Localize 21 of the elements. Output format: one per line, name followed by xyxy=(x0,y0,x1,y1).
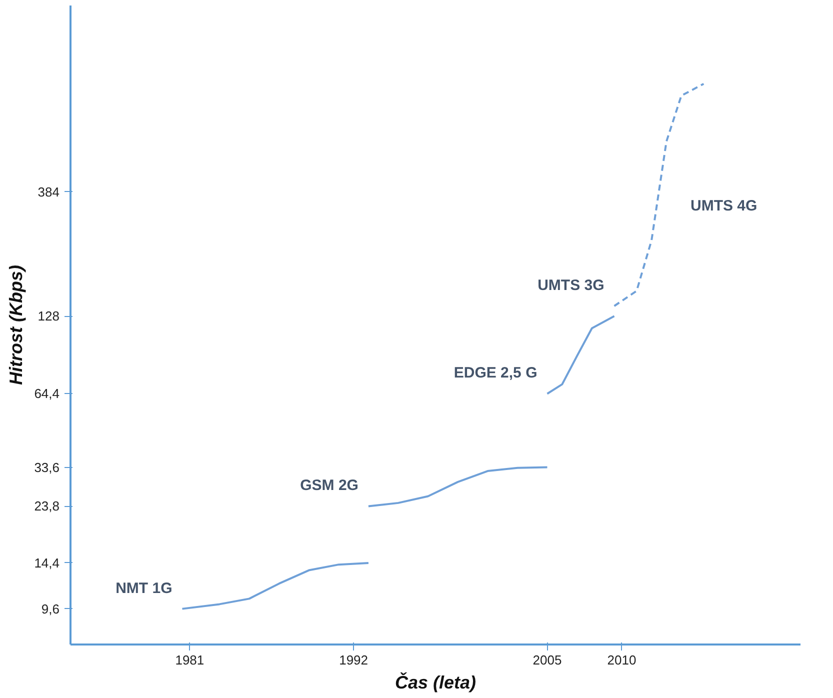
y-tick-label: 23,8 xyxy=(34,498,60,514)
annotation: UMTS 4G xyxy=(690,198,758,214)
y-tick-label: 384 xyxy=(38,184,60,200)
line-series xyxy=(181,562,370,610)
series-label: NMT 1G xyxy=(116,580,172,597)
series-label: UMTS 3G xyxy=(538,276,604,294)
series-label: GSM 2G xyxy=(300,477,358,494)
y-tick-label: 9,6 xyxy=(41,601,60,616)
y-tick-label: 64,4 xyxy=(34,386,60,402)
y-tick-label: 33,6 xyxy=(34,460,60,475)
y-tick-label: 128 xyxy=(38,308,60,324)
x-tick-label: 2005 xyxy=(532,652,562,668)
x-axis-title: Čas (leta) xyxy=(394,672,476,692)
series-label: EDGE 2,5 G xyxy=(454,364,538,382)
y-axis-title: Hitrost (Kbps) xyxy=(6,264,26,385)
x-tick-label: 2010 xyxy=(607,652,636,668)
line-series xyxy=(546,315,616,395)
x-tick-label: 1981 xyxy=(175,652,204,668)
line-series xyxy=(367,466,548,508)
y-tick-label: 14,4 xyxy=(34,555,60,570)
x-tick-label: 1992 xyxy=(339,652,368,668)
